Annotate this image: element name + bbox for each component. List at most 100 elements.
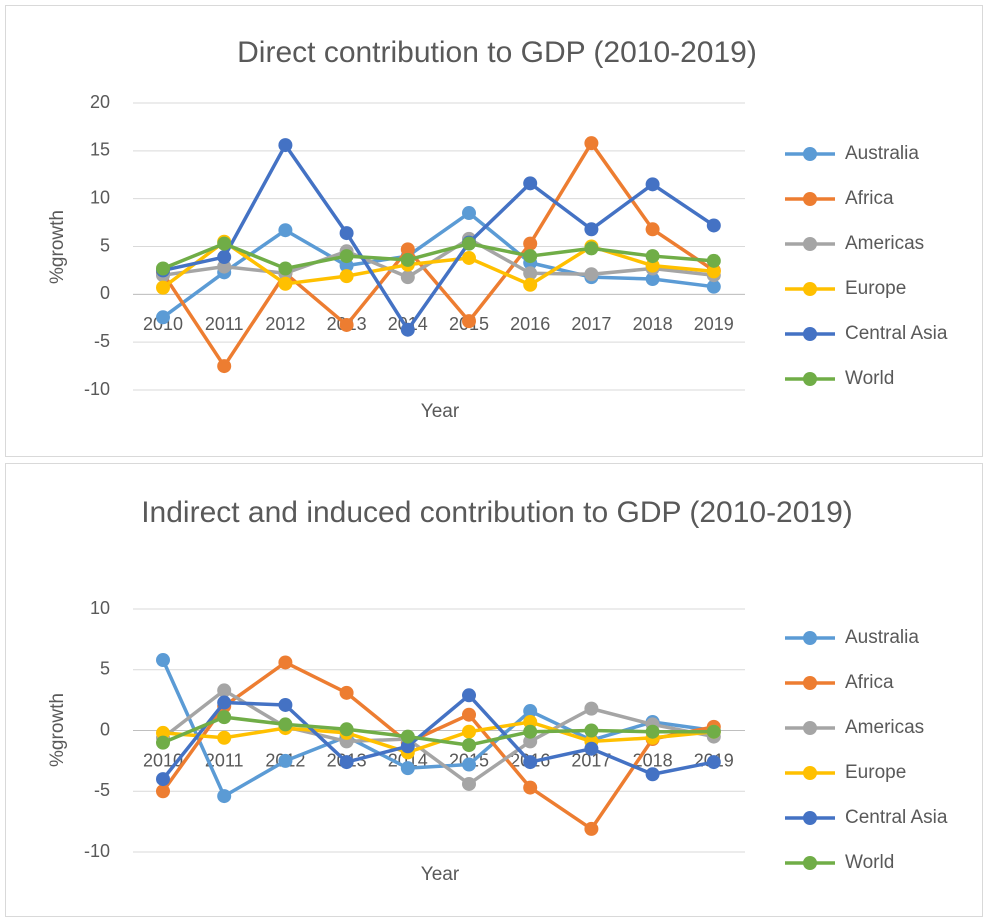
- data-point: [462, 738, 476, 753]
- x-axis-title: Year: [421, 401, 460, 422]
- data-point: [706, 724, 721, 739]
- data-point: [217, 730, 232, 745]
- legend-label: Africa: [845, 188, 894, 209]
- x-tick-label: 2016: [510, 314, 550, 334]
- chart-title: Indirect and induced contribution to GDP…: [141, 496, 853, 529]
- series-line: [162, 715, 714, 747]
- x-axis-title: Year: [421, 864, 460, 885]
- data-point: [523, 714, 538, 729]
- data-point: [462, 236, 476, 251]
- data-point: [217, 250, 232, 265]
- chart-title: Direct contribution to GDP (2010-2019): [237, 36, 757, 69]
- data-point: [645, 222, 660, 237]
- data-point: [462, 250, 476, 265]
- data-point: [278, 753, 293, 768]
- data-point: [278, 655, 293, 670]
- legend-label: Americas: [845, 233, 924, 254]
- data-point: [462, 688, 476, 703]
- x-tick-label: 2018: [633, 314, 673, 334]
- data-point: [645, 249, 660, 264]
- x-tick-label: 2017: [571, 750, 611, 770]
- data-point: [706, 755, 721, 770]
- data-point: [400, 252, 415, 267]
- legend-label: Africa: [845, 672, 894, 693]
- legend-label: Australia: [845, 143, 919, 164]
- data-point: [217, 710, 232, 725]
- y-axis-title: %growth: [47, 693, 68, 767]
- legend-label: Australia: [845, 627, 919, 648]
- data-point: [462, 314, 476, 329]
- data-point: [706, 218, 721, 233]
- legend-marker: [803, 721, 817, 735]
- data-point: [400, 242, 415, 257]
- data-point: [156, 772, 170, 787]
- y-tick-label: 15: [90, 140, 110, 160]
- legend-label: Central Asia: [845, 323, 948, 344]
- legend-label: World: [845, 852, 894, 873]
- y-tick-label: 5: [100, 235, 110, 255]
- series-line: [161, 660, 715, 831]
- x-tick-label: 2017: [571, 314, 611, 334]
- data-point: [278, 223, 293, 238]
- chart-frame: [5, 5, 983, 457]
- data-point: [462, 206, 476, 221]
- series-line: [161, 211, 715, 319]
- y-tick-label: 5: [100, 659, 110, 679]
- series-line: [162, 237, 714, 279]
- data-point: [278, 261, 293, 276]
- data-point: [584, 701, 599, 716]
- data-point: [523, 734, 538, 749]
- series-line: [161, 239, 714, 290]
- legend-marker: [803, 631, 817, 645]
- data-point: [523, 266, 538, 281]
- data-point: [278, 138, 293, 153]
- x-tick-label: 2012: [265, 314, 305, 334]
- legend-label: Europe: [845, 278, 906, 299]
- data-point: [156, 280, 170, 295]
- y-tick-label: 10: [90, 187, 110, 207]
- data-point: [645, 177, 660, 192]
- data-point: [523, 236, 538, 251]
- legend-marker: [803, 192, 817, 206]
- legend-marker: [803, 811, 817, 825]
- data-point: [217, 683, 232, 698]
- y-axis-title: %growth: [47, 210, 68, 284]
- data-point: [462, 724, 476, 739]
- data-point: [278, 717, 293, 732]
- x-tick-label: 2011: [205, 314, 244, 334]
- data-point: [156, 784, 170, 799]
- data-point: [339, 269, 354, 284]
- data-point: [462, 776, 476, 791]
- y-tick-label: 0: [100, 283, 110, 303]
- data-point: [339, 722, 354, 737]
- data-point: [217, 359, 232, 374]
- y-tick-label: -10: [84, 841, 110, 861]
- data-point: [339, 249, 354, 264]
- data-point: [523, 780, 538, 795]
- legend-label: Central Asia: [845, 807, 948, 828]
- data-point: [278, 276, 293, 291]
- data-point: [400, 322, 415, 337]
- data-point: [584, 821, 599, 836]
- legend-label: World: [845, 368, 894, 389]
- data-point: [523, 704, 538, 719]
- data-point: [156, 261, 170, 276]
- y-tick-label: -10: [84, 379, 110, 399]
- legend-marker: [803, 282, 817, 296]
- x-tick-label: 2019: [694, 314, 734, 334]
- x-tick-label: 2011: [205, 750, 244, 770]
- data-point: [339, 755, 354, 770]
- series-line: [162, 143, 715, 332]
- data-point: [584, 267, 599, 282]
- data-point: [156, 725, 170, 740]
- series-line: [161, 688, 715, 786]
- data-point: [645, 272, 660, 287]
- legend-marker: [803, 676, 817, 690]
- series-line: [162, 241, 714, 271]
- y-tick-label: -5: [94, 331, 110, 351]
- data-point: [523, 176, 538, 191]
- data-point: [156, 310, 170, 325]
- data-point: [645, 724, 660, 739]
- data-point: [523, 755, 538, 770]
- data-point: [645, 767, 660, 782]
